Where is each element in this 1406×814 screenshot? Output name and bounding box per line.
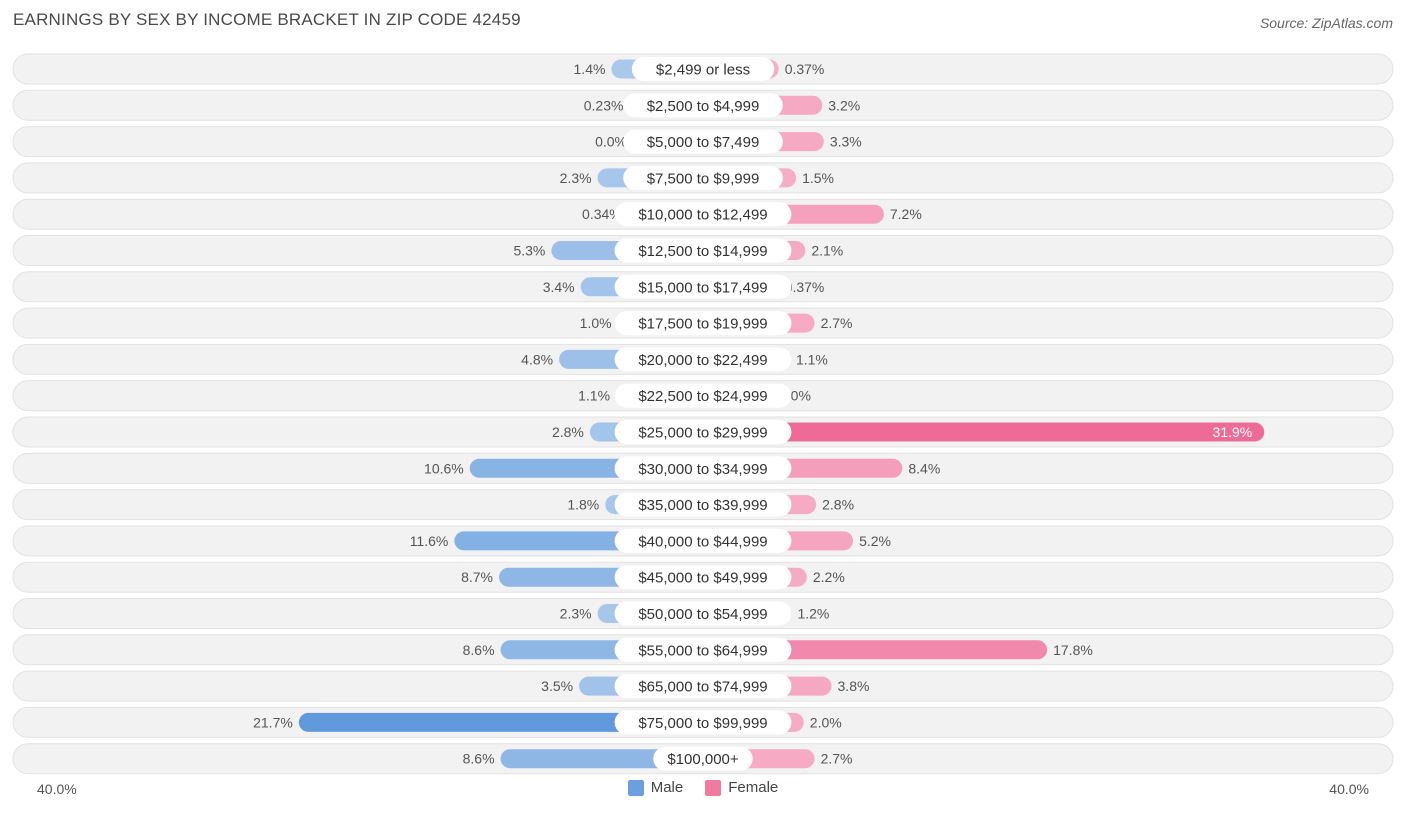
female-value-label: 2.8% bbox=[822, 497, 854, 513]
female-value-label: 2.0% bbox=[810, 714, 842, 730]
male-value-label: 4.8% bbox=[521, 351, 553, 367]
category-label: $55,000 to $64,999 bbox=[638, 642, 767, 659]
male-value-label: 2.8% bbox=[552, 424, 584, 440]
category-label: $50,000 to $54,999 bbox=[638, 606, 767, 623]
category-label: $65,000 to $74,999 bbox=[638, 679, 767, 696]
legend-item-male[interactable]: Male bbox=[627, 779, 684, 796]
female-value-label: 17.8% bbox=[1053, 642, 1093, 658]
male-bar[interactable] bbox=[298, 712, 703, 732]
category-label-background bbox=[614, 311, 792, 336]
male-value-label: 0.34% bbox=[582, 206, 622, 222]
legend-label-male: Male bbox=[650, 779, 684, 796]
category-label-background bbox=[614, 601, 792, 626]
category-label-background bbox=[614, 456, 792, 481]
female-value-label: 8.4% bbox=[908, 460, 940, 476]
female-value-label: 3.3% bbox=[830, 134, 862, 150]
category-label-background bbox=[614, 637, 792, 662]
female-value-label: 2.1% bbox=[811, 243, 843, 259]
female-bar[interactable] bbox=[703, 422, 1265, 442]
category-label-background bbox=[614, 238, 792, 263]
male-value-label: 3.4% bbox=[543, 279, 575, 295]
category-label: $2,500 to $4,999 bbox=[647, 98, 760, 115]
legend-swatch-male bbox=[627, 779, 644, 796]
female-value-label: 2.2% bbox=[813, 569, 845, 585]
category-label: $75,000 to $99,999 bbox=[638, 715, 767, 732]
male-value-label: 0.23% bbox=[584, 97, 624, 113]
legend-label-female: Female bbox=[728, 779, 779, 796]
category-label-background bbox=[614, 710, 792, 735]
legend-swatch-female bbox=[705, 779, 722, 796]
male-bar[interactable] bbox=[500, 749, 703, 769]
female-value-label: 5.2% bbox=[859, 533, 891, 549]
female-value-label: 2.7% bbox=[821, 315, 853, 331]
legend: Male Female bbox=[0, 779, 1406, 796]
category-label: $5,000 to $7,499 bbox=[647, 134, 760, 151]
chart-title: EARNINGS BY SEX BY INCOME BRACKET IN ZIP… bbox=[13, 10, 521, 29]
male-value-label: 8.7% bbox=[461, 569, 493, 585]
male-value-label: 0.0% bbox=[595, 134, 627, 150]
category-label-background bbox=[614, 274, 792, 299]
male-value-label: 1.0% bbox=[580, 315, 612, 331]
category-label-background bbox=[614, 202, 792, 227]
male-value-label: 1.8% bbox=[567, 497, 599, 513]
female-value-label: 3.8% bbox=[838, 678, 870, 694]
category-label-background bbox=[623, 165, 783, 190]
female-value-label: 31.9% bbox=[1213, 424, 1253, 440]
category-label-background bbox=[614, 674, 792, 699]
category-label: $45,000 to $49,999 bbox=[638, 570, 767, 587]
category-label-background bbox=[653, 746, 753, 771]
category-label: $12,500 to $14,999 bbox=[638, 243, 767, 260]
female-value-label: 7.2% bbox=[890, 206, 922, 222]
category-label: $25,000 to $29,999 bbox=[638, 425, 767, 442]
category-label: $22,500 to $24,999 bbox=[638, 388, 767, 405]
category-label: $2,499 or less bbox=[656, 62, 750, 79]
category-label-background bbox=[614, 420, 792, 444]
male-value-label: 5.3% bbox=[513, 243, 545, 259]
male-value-label: 2.3% bbox=[560, 606, 592, 622]
male-value-label: 1.4% bbox=[574, 61, 606, 77]
category-label: $35,000 to $39,999 bbox=[638, 497, 767, 514]
axis-label-right: 40.0% bbox=[1329, 781, 1369, 797]
category-label-background bbox=[614, 565, 792, 590]
category-label-background bbox=[631, 57, 775, 81]
category-label-background bbox=[614, 383, 792, 408]
female-value-label: 0.37% bbox=[785, 279, 825, 295]
male-value-label: 3.5% bbox=[541, 678, 573, 694]
male-value-label: 8.6% bbox=[463, 642, 495, 658]
male-value-label: 2.3% bbox=[560, 170, 592, 186]
female-value-label: 1.5% bbox=[802, 170, 834, 186]
male-value-label: 1.1% bbox=[578, 388, 610, 404]
male-value-label: 8.6% bbox=[463, 751, 495, 767]
female-value-label: 3.2% bbox=[828, 97, 860, 113]
male-value-label: 11.6% bbox=[410, 533, 449, 549]
male-value-label: 21.7% bbox=[253, 714, 293, 730]
axis-label-left: 40.0% bbox=[37, 781, 77, 797]
category-label: $7,500 to $9,999 bbox=[647, 170, 760, 187]
category-label: $20,000 to $22,499 bbox=[638, 352, 767, 369]
category-label: $40,000 to $44,999 bbox=[638, 533, 767, 550]
category-label-background bbox=[614, 492, 792, 517]
category-label: $100,000+ bbox=[667, 751, 739, 768]
category-label: $17,500 to $19,999 bbox=[638, 316, 767, 333]
source-label: Source: ZipAtlas.com bbox=[1259, 15, 1393, 31]
category-label-background bbox=[623, 93, 783, 118]
legend-item-female[interactable]: Female bbox=[705, 779, 778, 796]
male-value-label: 10.6% bbox=[424, 460, 464, 476]
category-label-background bbox=[614, 347, 792, 372]
female-value-label: 2.7% bbox=[821, 751, 853, 767]
female-value-label: 1.2% bbox=[797, 606, 829, 622]
category-label: $10,000 to $12,499 bbox=[638, 207, 767, 224]
category-label: $30,000 to $34,999 bbox=[638, 461, 767, 478]
category-label-background bbox=[614, 528, 792, 553]
female-value-label: 0.37% bbox=[785, 61, 825, 77]
category-label-background bbox=[623, 129, 783, 154]
category-label: $15,000 to $17,499 bbox=[638, 279, 767, 296]
female-value-label: 1.1% bbox=[796, 351, 828, 367]
